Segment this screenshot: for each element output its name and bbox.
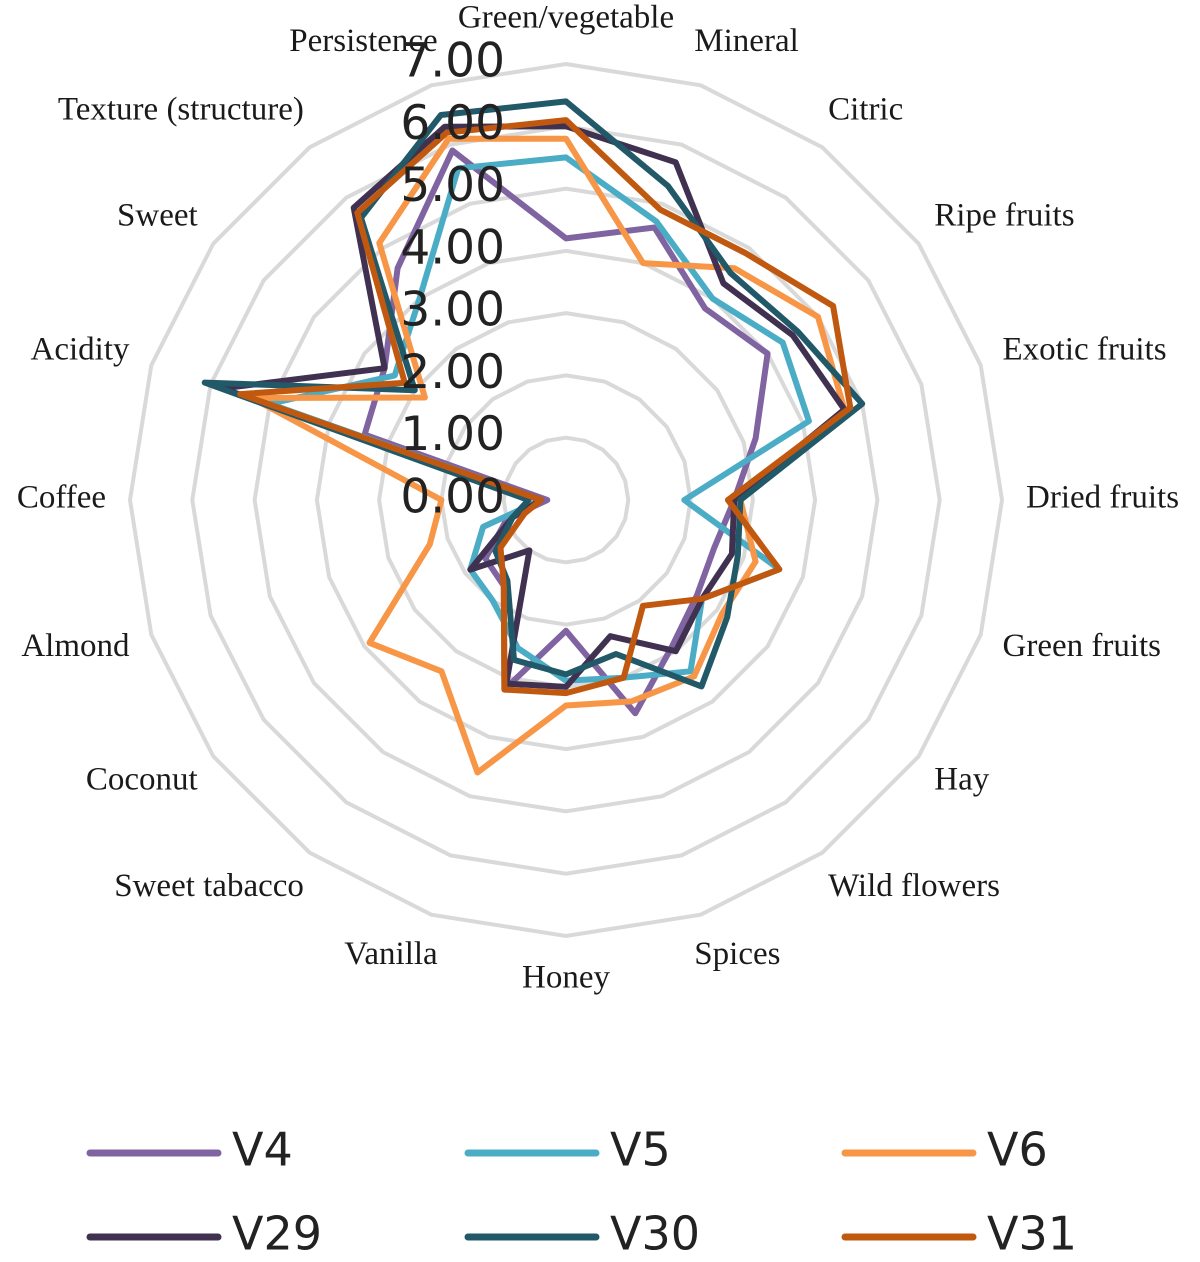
category-label: Green/vegetable (458, 0, 674, 36)
legend: V4 V5 V6 V29 V30 V31 (86, 1123, 1077, 1261)
category-label: Dried fruits (1026, 480, 1179, 516)
category-label: Coffee (17, 480, 106, 516)
category-label: Citric (828, 91, 903, 127)
category-label: Sweet tabacco (114, 868, 304, 904)
category-label: Wild flowers (828, 868, 1000, 904)
grid-ring (252, 186, 880, 814)
category-label: Persistence (289, 23, 437, 59)
series-line-v6 (249, 135, 848, 776)
radar-series (201, 98, 866, 776)
category-label: Acidity (31, 331, 130, 367)
tick-label: 6.00 (400, 96, 505, 151)
legend-label-v29: V29 (232, 1207, 322, 1261)
category-label: Green fruits (1003, 628, 1162, 664)
category-label: Hay (934, 762, 989, 798)
radar-grid (127, 61, 1005, 939)
legend-label-v4: V4 (232, 1123, 293, 1177)
category-labels: Green/vegetable Mineral Citric Ripe fruits E… (17, 0, 1179, 996)
grid-ring (127, 61, 1005, 939)
grid-ring (439, 373, 693, 627)
category-label: Coconut (86, 762, 198, 798)
category-label: Almond (21, 628, 130, 664)
tick-label: 7.00 (400, 34, 505, 89)
tick-label: 3.00 (400, 283, 505, 338)
legend-label-v6: V6 (987, 1123, 1048, 1177)
tick-label: 5.00 (400, 158, 505, 213)
tick-label: 0.00 (400, 470, 505, 525)
tick-label: 2.00 (400, 345, 505, 400)
tick-label: 1.00 (400, 407, 505, 462)
tick-label: 4.00 (400, 220, 505, 275)
grid-ring (190, 124, 942, 876)
tick-labels: 0.00 1.00 2.00 3.00 4.00 5.00 6.00 7.00 (400, 34, 505, 525)
category-label: Sweet (117, 197, 198, 233)
category-label: Vanilla (344, 936, 438, 972)
legend-label-v5: V5 (610, 1123, 671, 1177)
legend-label-v30: V30 (610, 1207, 700, 1261)
category-label: Ripe fruits (934, 197, 1074, 233)
legend-label-v31: V31 (987, 1207, 1077, 1261)
category-label: Mineral (694, 23, 798, 59)
category-label: Honey (522, 960, 610, 996)
grid-ring (501, 435, 631, 565)
category-label: Spices (694, 936, 780, 972)
grid-ring (314, 248, 818, 752)
series-line-v29 (219, 123, 848, 690)
series-line-v31 (237, 117, 854, 697)
category-label: Texture (structure) (58, 91, 304, 127)
category-label: Exotic fruits (1003, 331, 1167, 367)
